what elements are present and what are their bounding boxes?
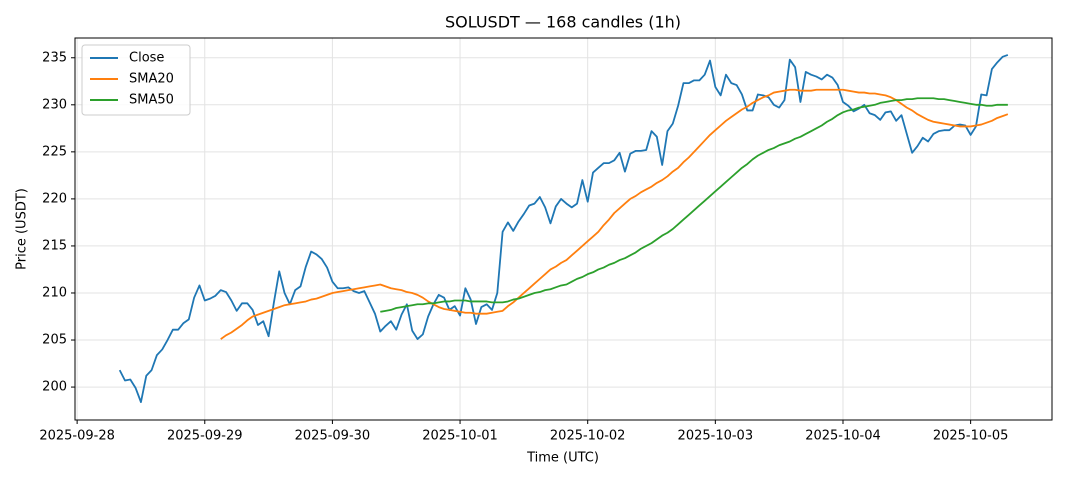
legend-label: SMA20 [129,72,174,87]
legend-label: SMA50 [129,93,174,108]
series-line [380,97,1008,313]
y-tick-label: 215 [42,238,67,253]
y-tick-label: 225 [42,144,67,159]
y-axis-label: Price (USDT) [15,188,30,270]
chart-title: SOLUSDT — 168 candles (1h) [445,13,681,32]
y-tick-label: 210 [42,285,67,300]
x-tick-label: 2025-09-28 [39,429,115,444]
x-tick-label: 2025-10-02 [550,429,626,444]
series-line [118,54,1009,404]
x-tick-label: 2025-10-05 [933,429,1009,444]
y-tick-label: 230 [42,97,67,112]
x-tick-label: 2025-10-03 [678,429,754,444]
x-tick-label: 2025-10-01 [422,429,498,444]
x-tick-label: 2025-10-04 [805,429,881,444]
legend-label: Close [129,51,164,66]
legend: Close SMA20 SMA50 [81,44,191,116]
series-line [220,88,1009,340]
y-tick-label: 200 [42,380,67,395]
x-axis-label: Time (UTC) [526,451,599,466]
y-tick-label: 235 [42,50,67,65]
legend-box [81,44,191,116]
x-tick-label: 2025-09-30 [295,429,371,444]
y-tick-label: 205 [42,333,67,348]
x-tick-label: 2025-09-29 [167,429,243,444]
y-tick-label: 220 [42,191,67,206]
plot-frame [74,37,1053,421]
